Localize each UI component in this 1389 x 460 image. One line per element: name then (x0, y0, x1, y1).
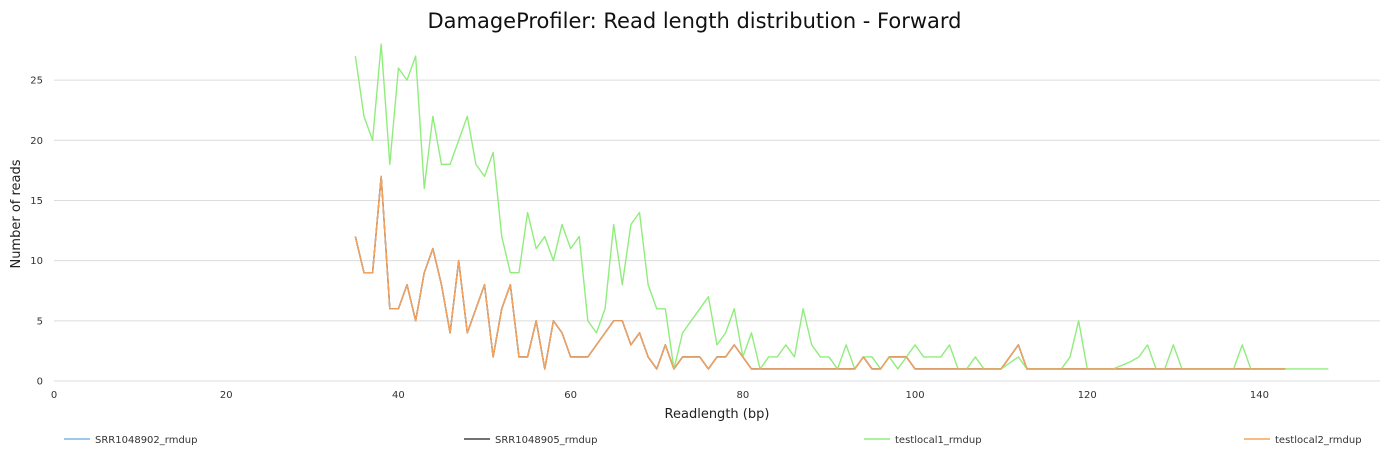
y-axis-label: Number of reads (9, 159, 24, 268)
x-tick-label: 120 (1078, 390, 1097, 401)
y-tick-label: 0 (37, 377, 43, 388)
x-tick-label: 100 (905, 390, 924, 401)
legend-label: testlocal1_rmdup (895, 435, 982, 446)
series-line-testlocal1_rmdup (354, 43, 1329, 370)
y-tick-label: 20 (30, 136, 43, 147)
legend-item-testlocal1_rmdup[interactable]: testlocal1_rmdup (864, 435, 982, 446)
legend-label: SRR1048905_rmdup (495, 435, 598, 446)
chart-title: DamageProfiler: Read length distribution… (427, 9, 961, 33)
y-tick-label: 25 (30, 76, 43, 87)
y-tick-label: 15 (30, 196, 43, 207)
x-axis-ticks: 0 20 40 60 80 100 120 140 (51, 390, 1269, 401)
x-tick-label: 40 (392, 390, 405, 401)
series-line-SRR1048902_rmdup (354, 175, 1286, 370)
grid-lines (54, 79, 1380, 382)
y-axis-ticks: 0 5 10 15 20 25 (30, 76, 43, 388)
legend-label: SRR1048902_rmdup (95, 435, 198, 446)
x-tick-label: 20 (220, 390, 233, 401)
legend-label: testlocal2_rmdup (1275, 435, 1362, 446)
legend-item-SRR1048902_rmdup[interactable]: SRR1048902_rmdup (64, 435, 198, 446)
x-axis-label: Readlength (bp) (665, 407, 770, 422)
x-tick-label: 60 (564, 390, 577, 401)
legend: SRR1048902_rmdup SRR1048905_rmdup testloca… (64, 435, 1362, 446)
legend-item-testlocal2_rmdup[interactable]: testlocal2_rmdup (1244, 435, 1362, 446)
x-tick-label: 80 (736, 390, 749, 401)
series-lines (354, 43, 1329, 370)
y-tick-label: 5 (37, 316, 43, 327)
legend-item-SRR1048905_rmdup[interactable]: SRR1048905_rmdup (464, 435, 598, 446)
x-tick-label: 140 (1250, 390, 1269, 401)
x-tick-label: 0 (51, 390, 57, 401)
y-tick-label: 10 (30, 256, 43, 267)
series-line-SRR1048905_rmdup (354, 175, 1286, 370)
series-line-testlocal2_rmdup (354, 175, 1286, 370)
